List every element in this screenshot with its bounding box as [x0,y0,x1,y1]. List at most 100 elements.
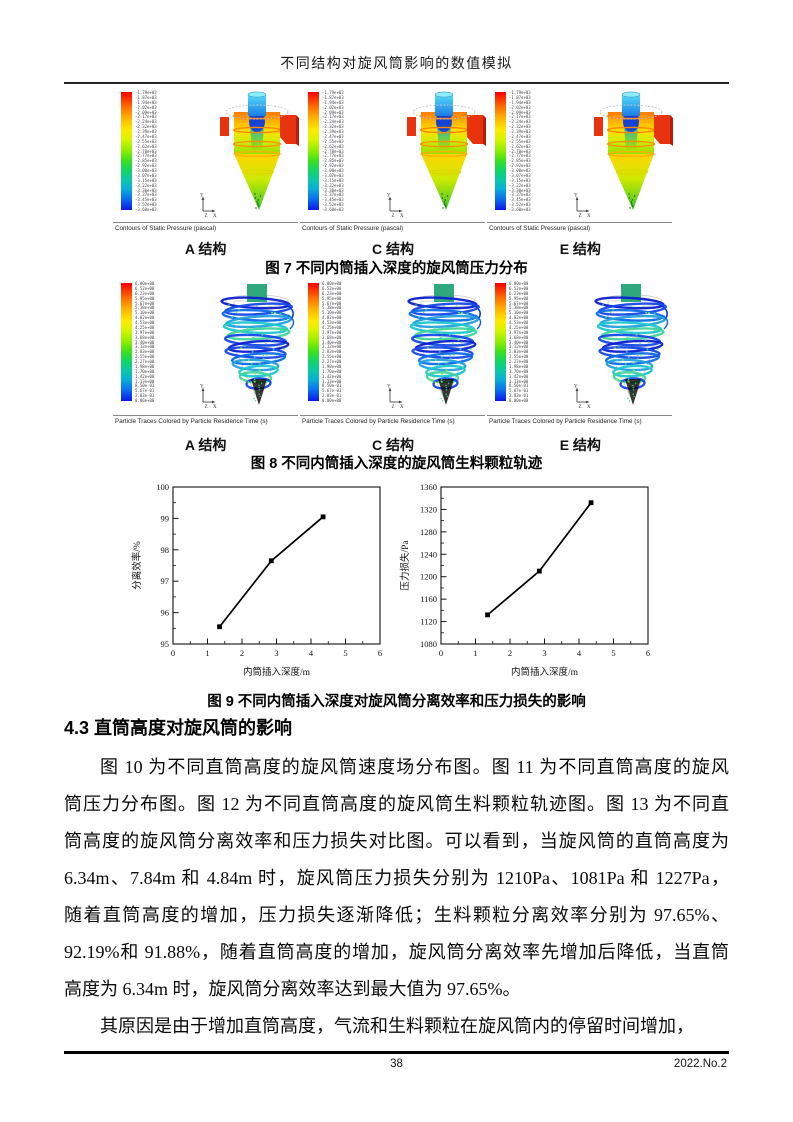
colorbar-tick-label: 5.10e+00 [135,310,155,316]
colorbar-tick-label: -2.62e+03 [509,143,531,149]
colorbar-tick-label: -2.09e+03 [509,109,531,115]
svg-text:1280: 1280 [420,527,437,537]
colorbar-tick-label: 3.97e+00 [509,329,529,335]
colorbar-tick-label: -1.94e+03 [135,99,157,105]
colorbar-tick-label: -2.32e+03 [135,124,157,130]
colorbar-tick-label: 3.12e+00 [322,344,342,350]
colorbar-tick-label: 3.68e+00 [135,334,155,340]
colorbar-tick-label: 2.55e+00 [135,354,155,360]
colorbar-tick-label: 5.10e+00 [322,310,342,316]
colorbar-tick-label: 1.70e+00 [322,368,342,374]
colorbar [121,283,132,401]
svg-text:6: 6 [646,648,650,658]
cyclone-pressure-rendering [576,88,686,222]
svg-text:Z: Z [579,214,582,218]
colorbar-tick-label: 2.83e+00 [322,349,342,355]
colorbar-tick-label: 3.12e+00 [509,344,529,350]
paragraph-line: 92.19%和 91.88%，随着直筒高度的增加，旋风筒分离效率先增加后降低，当… [64,942,729,962]
cfd-panel-caption: Particle Traces Colored by Particle Resi… [487,415,672,430]
colorbar-tick-label: 2.83e-01 [509,393,529,399]
colorbar-tick-label: -1.87e+03 [135,94,157,100]
colorbar-tick-label: 5.95e+00 [135,295,155,301]
colorbar-tick-label: 4.53e+00 [322,320,342,325]
svg-text:Z: Z [392,405,395,409]
colorbar-tick-label: 2.27e+00 [322,359,342,364]
panel-label: C 结构 [371,241,414,257]
panel-label: A 结构 [184,241,227,257]
svg-text:X: X [213,405,217,409]
colorbar-tick-label: 2.83e-01 [322,393,342,399]
axis-triad-icon: Y X Z [198,383,218,411]
figure8-caption: 图 8 不同内筒插入深度的旋风筒生料颗粒轨迹 [250,456,543,472]
colorbar-tick-label: 2.83e-01 [135,393,155,399]
svg-text:Z: Z [392,214,395,218]
cfd-panel-caption: Contours of Static Pressure (pascal) [113,222,298,237]
colorbar-tick-label: 6.80e+00 [509,281,529,286]
cyclone-particle-rendering [576,279,686,415]
colorbar-tick-label: -1.94e+03 [322,99,344,105]
svg-text:4: 4 [309,648,314,658]
colorbar-tick-label: 6.23e+00 [135,290,155,296]
cfd-canvas: 6.80e+00 6.52e+00 6.23e+00 5.95e+00 5.67e+00… [486,279,673,415]
colorbar-tick-label: -3.30e+03 [135,187,157,193]
cfd-panel-caption: Particle Traces Colored by Particle Resi… [300,415,485,430]
colorbar-tick-label: -1.94e+03 [509,99,531,105]
axis-triad-icon: Y X Z [385,383,405,411]
colorbar-tick-label: 2.55e+00 [322,354,342,360]
colorbar-tick-label: 6.80e+00 [322,281,342,286]
colorbar-tick-label: -2.92e+03 [135,163,157,169]
colorbar-tick-label: -3.07e+03 [509,172,531,178]
svg-text:X: X [587,405,591,409]
figure7-panel-e: -1.79e+03 -1.87e+03 -1.94e+03 -2.02e+03 -2.0… [486,88,673,237]
colorbar-tick-label: 8.50e-01 [135,383,155,389]
colorbar-tick-label: 2.27e+00 [135,359,155,364]
colorbar-tick-label: 2.83e+00 [135,349,155,355]
svg-text:Y: Y [200,385,204,390]
colorbar-tick-label: 5.67e-01 [322,388,342,394]
colorbar-tick-label: -2.55e+03 [509,138,531,144]
colorbar-tick-label: -3.45e+03 [509,197,531,203]
colorbar-tick-label: -2.09e+03 [322,109,344,115]
colorbar-tick-label: 4.25e+00 [322,324,342,330]
colorbar-tick-label: -2.32e+03 [322,124,344,130]
colorbar-labels: -1.79e+03 -1.87e+03 -1.94e+03 -2.02e+03 -2.0… [509,91,531,212]
svg-text:Y: Y [387,194,391,199]
svg-text:97: 97 [161,576,170,586]
cfd-canvas: -1.79e+03 -1.87e+03 -1.94e+03 -2.02e+03 -2.0… [486,88,673,222]
svg-text:1080: 1080 [420,639,437,649]
colorbar-tick-label: 1.42e+00 [322,373,342,379]
colorbar-tick-label: -3.00e+03 [322,168,344,173]
colorbar-tick-label: -2.85e+03 [135,158,157,164]
colorbar-tick-label: 4.82e+00 [135,315,155,321]
cfd-canvas: -1.79e+03 -1.87e+03 -1.94e+03 -2.02e+03 -2.0… [112,88,299,222]
paragraph-line: 筒高度的旋风筒分离效率和压力损失对比图。可以看到，当旋风筒的直筒高度为 [64,831,729,851]
cfd-panel-caption: Contours of Static Pressure (pascal) [300,222,485,237]
colorbar-tick-label: -2.55e+03 [322,138,344,144]
figure8-panel-c: 6.80e+00 6.52e+00 6.23e+00 5.95e+00 5.67e+00… [299,279,486,430]
figure9-caption: 图 9 不同内筒插入深度对旋风筒分离效率和压力损失的影响 [207,694,586,710]
cyclone-particle-rendering [202,279,312,415]
svg-text:Z: Z [205,214,208,218]
colorbar-tick-label: -2.39e+03 [509,129,531,134]
page-number: 38 [390,1058,403,1070]
svg-text:压力损失/Pa: 压力损失/Pa [399,540,411,591]
colorbar-tick-label: 8.50e-01 [322,383,342,389]
colorbar-tick-label: -3.52e+03 [135,202,157,208]
colorbar-tick-label: -3.07e+03 [135,172,157,178]
colorbar [308,92,319,210]
colorbar-tick-label: 5.67e+00 [135,300,155,306]
colorbar-tick-label: 3.40e+00 [322,339,342,345]
svg-text:99: 99 [161,513,170,523]
paragraph-line: 其原因是由于增加直筒高度，气流和生料颗粒在旋风筒内的停留时间增加， [100,1016,694,1036]
colorbar-tick-label: 0.00e+00 [135,398,155,403]
svg-text:1: 1 [205,648,209,658]
svg-text:Z: Z [205,405,208,409]
section-heading: 4.3 直筒高度对旋风筒的影响 [64,718,293,738]
svg-text:Y: Y [387,385,391,390]
axis-triad-icon: Y X Z [385,192,405,220]
figure8-panel-labels: A 结构 C 结构 E 结构 [112,435,674,455]
colorbar-tick-label: -2.17e+03 [509,114,531,120]
svg-text:内筒插入深度/m: 内筒插入深度/m [243,666,311,678]
figure7-panel-row: -1.79e+03 -1.87e+03 -1.94e+03 -2.02e+03 -2.0… [112,88,674,237]
